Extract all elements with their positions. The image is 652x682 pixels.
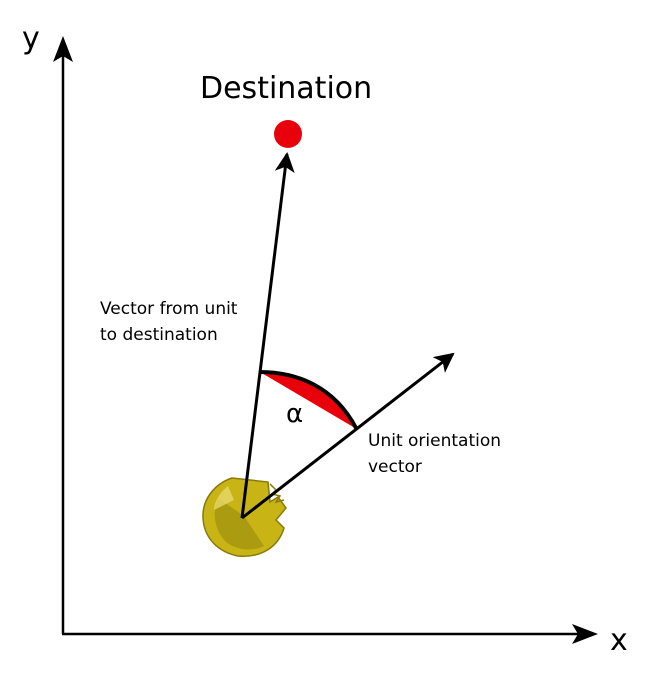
angle-wedge: [260, 372, 356, 428]
unit-shading: [214, 498, 264, 550]
y-axis-label: y: [22, 21, 40, 56]
angle-arc: [259, 370, 358, 429]
vector-to-destination-label-line2: to destination: [100, 325, 218, 345]
vector-unit-orientation: [241, 352, 455, 520]
vector-to-destination-label-line1: Vector from unit: [100, 299, 238, 319]
destination-label: Destination: [200, 71, 372, 106]
x-axis-label: x: [610, 623, 628, 658]
orientation-label-line2: vector: [368, 457, 422, 477]
unit-highlight: [214, 486, 234, 510]
orientation-label-line1: Unit orientation: [368, 431, 501, 451]
destination-marker: [274, 120, 302, 148]
axes: y x: [22, 21, 628, 658]
angle-symbol: α: [286, 399, 303, 429]
y-axis-arrowhead: [53, 36, 73, 62]
unit-spikes: [269, 483, 285, 504]
vector-to-destination: [240, 152, 295, 519]
x-axis-arrowhead: [572, 624, 598, 644]
